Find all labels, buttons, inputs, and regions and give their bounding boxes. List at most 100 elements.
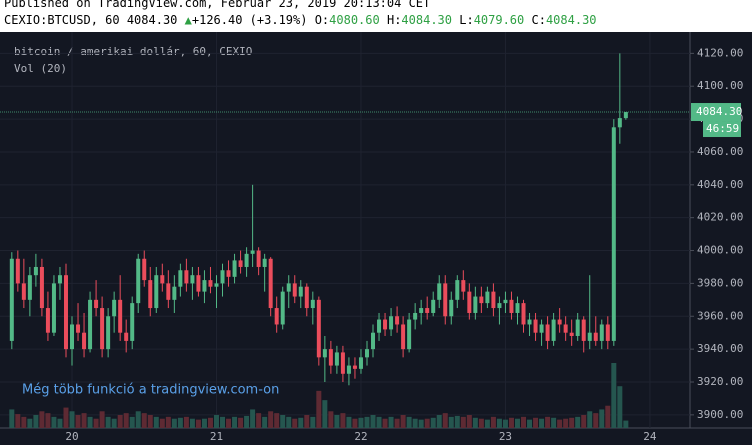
countdown-box xyxy=(703,121,741,138)
volume-bar xyxy=(111,418,117,428)
candle-body xyxy=(461,280,466,292)
volume-bar xyxy=(135,411,141,428)
ohlc-low: 4079.60 xyxy=(473,13,525,27)
volume-bar xyxy=(490,416,496,428)
volume-bar xyxy=(51,416,57,428)
volume-bar xyxy=(424,418,430,428)
candle-body xyxy=(389,316,394,330)
volume-bar xyxy=(123,413,129,428)
volume-bar xyxy=(406,416,412,428)
candle-body xyxy=(57,275,62,284)
change: +126.40 (+3.19%) xyxy=(191,13,308,27)
volume-bar xyxy=(250,409,256,428)
grid xyxy=(0,32,690,428)
volume-bar xyxy=(189,418,195,428)
volume-bar xyxy=(147,415,153,428)
volume-bar xyxy=(508,417,514,428)
ohlc-close: 4084.30 xyxy=(545,13,597,27)
volume-bar xyxy=(442,413,448,428)
y-tick-label: 4120.00 xyxy=(697,46,743,59)
volume-bar xyxy=(370,415,376,428)
volume-bar xyxy=(165,416,171,428)
volume-bar xyxy=(545,416,551,428)
countdown-label: 46:59 xyxy=(706,122,739,135)
candle-body xyxy=(539,324,544,333)
candle-body xyxy=(497,303,502,309)
candle-body xyxy=(298,286,303,297)
candle-body xyxy=(184,270,189,284)
chart: bitcoin / amerikai dollár, 60, CEXIO Vol… xyxy=(0,32,752,445)
volume-bar xyxy=(117,415,123,428)
candle-body xyxy=(130,303,135,341)
y-tick-label: 4060.00 xyxy=(697,145,743,158)
volume-bar xyxy=(388,416,394,428)
candle-body xyxy=(214,283,219,287)
volume-bar xyxy=(33,415,39,428)
volume-bar xyxy=(129,416,135,428)
candle-body xyxy=(521,303,526,325)
candle-body xyxy=(364,349,369,358)
volume-label: Vol (20) xyxy=(14,62,67,75)
volume-bar xyxy=(376,416,382,428)
candle-body xyxy=(76,324,81,333)
volume-bar xyxy=(352,418,358,428)
volume-bar xyxy=(63,407,69,428)
candle-body xyxy=(88,299,93,350)
candle-body xyxy=(503,299,508,304)
volume-bar xyxy=(244,415,250,428)
candle-body xyxy=(491,291,496,309)
y-tick-label: 3980.00 xyxy=(697,276,743,289)
candle-body xyxy=(160,275,165,284)
candle-body xyxy=(419,308,424,313)
volume-bar xyxy=(274,413,280,428)
volume-bar xyxy=(232,416,238,428)
volume-bar xyxy=(527,419,533,428)
candle-body xyxy=(569,332,574,336)
candle-body xyxy=(358,357,363,369)
candle-body xyxy=(443,283,448,317)
candle-body xyxy=(340,352,345,374)
ohlc-close-label: C: xyxy=(531,13,546,27)
volume-bar xyxy=(514,418,520,428)
volume-bar xyxy=(171,418,177,428)
candle-body xyxy=(106,316,111,350)
volume-bar xyxy=(358,417,364,428)
chart-background xyxy=(0,32,752,445)
candle-body xyxy=(27,275,32,300)
candle-body xyxy=(437,283,442,300)
volume-bar xyxy=(533,417,539,428)
volume-bar xyxy=(563,418,569,428)
candle-body xyxy=(617,118,622,128)
volume-bar xyxy=(304,415,310,428)
volume-bar xyxy=(75,415,81,428)
candle-body xyxy=(473,296,478,313)
candle-body xyxy=(39,266,44,309)
candle-body xyxy=(605,324,610,341)
volume-bar xyxy=(611,363,617,428)
volume-bar xyxy=(292,418,298,428)
candle-layer xyxy=(9,53,628,386)
y-tick-label: 3940.00 xyxy=(697,342,743,355)
candle-body xyxy=(190,275,195,284)
volume-bar xyxy=(207,417,213,428)
y-tick-label: 4000.00 xyxy=(697,244,743,257)
candle-body xyxy=(45,308,50,333)
volume-bar xyxy=(220,416,226,428)
candle-body xyxy=(148,280,153,309)
candle-body xyxy=(256,250,261,267)
volume-bar xyxy=(382,418,388,428)
volume-bar xyxy=(521,416,527,428)
ohlc-open: 4080.60 xyxy=(329,13,380,27)
candle-body xyxy=(334,352,339,366)
volume-bar xyxy=(45,413,51,428)
candle-body xyxy=(322,349,327,358)
candle-body xyxy=(455,280,460,300)
volume-bar xyxy=(394,418,400,428)
y-tick-label: 4020.00 xyxy=(697,211,743,224)
candle-body xyxy=(172,286,177,300)
candle-body xyxy=(226,270,231,277)
candle-body xyxy=(21,283,26,300)
candle-body xyxy=(274,308,279,325)
candle-body xyxy=(292,283,297,297)
